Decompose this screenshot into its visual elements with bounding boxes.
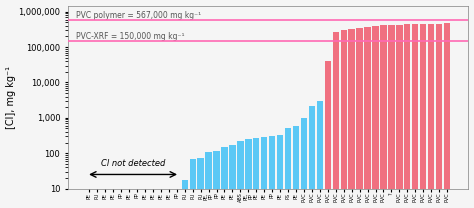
Bar bbox=[173, 188, 180, 208]
Bar bbox=[269, 136, 275, 208]
Bar bbox=[356, 28, 363, 208]
Bar bbox=[261, 137, 267, 208]
Bar bbox=[166, 188, 172, 208]
Bar bbox=[237, 141, 244, 208]
Bar bbox=[380, 25, 387, 208]
Bar bbox=[198, 158, 204, 208]
Bar bbox=[205, 152, 212, 208]
Bar bbox=[444, 23, 450, 208]
Bar bbox=[158, 188, 164, 208]
Y-axis label: [Cl], mg kg⁻¹: [Cl], mg kg⁻¹ bbox=[6, 66, 16, 129]
Bar bbox=[182, 180, 188, 208]
Bar bbox=[86, 188, 92, 208]
Text: PVC-XRF = 150,000 mg kg⁻¹: PVC-XRF = 150,000 mg kg⁻¹ bbox=[76, 32, 184, 41]
Bar bbox=[317, 101, 323, 208]
Bar bbox=[436, 24, 442, 208]
Text: Cl not detected: Cl not detected bbox=[101, 159, 165, 168]
Bar bbox=[396, 25, 402, 208]
Bar bbox=[110, 188, 117, 208]
Bar bbox=[253, 138, 259, 208]
Bar bbox=[285, 128, 291, 208]
Bar bbox=[348, 29, 355, 208]
Bar bbox=[428, 24, 434, 208]
Bar bbox=[293, 126, 299, 208]
Bar bbox=[221, 147, 228, 208]
Bar bbox=[102, 188, 109, 208]
Bar bbox=[301, 118, 307, 208]
Bar bbox=[373, 26, 379, 208]
Bar bbox=[229, 145, 236, 208]
Bar bbox=[340, 30, 347, 208]
Bar bbox=[213, 151, 220, 208]
Bar bbox=[190, 159, 196, 208]
Bar bbox=[94, 188, 100, 208]
Text: PVC polymer = 567,000 mg kg⁻¹: PVC polymer = 567,000 mg kg⁻¹ bbox=[76, 11, 201, 21]
Bar bbox=[333, 32, 339, 208]
Bar bbox=[150, 188, 156, 208]
Bar bbox=[412, 24, 419, 208]
Bar bbox=[142, 188, 148, 208]
Bar bbox=[245, 139, 252, 208]
Bar bbox=[404, 24, 410, 208]
Bar bbox=[309, 106, 315, 208]
Bar bbox=[126, 188, 132, 208]
Bar bbox=[325, 61, 331, 208]
Bar bbox=[420, 24, 427, 208]
Bar bbox=[118, 188, 124, 208]
Bar bbox=[134, 188, 140, 208]
Bar bbox=[365, 27, 371, 208]
Bar bbox=[388, 25, 394, 208]
Bar bbox=[277, 135, 283, 208]
